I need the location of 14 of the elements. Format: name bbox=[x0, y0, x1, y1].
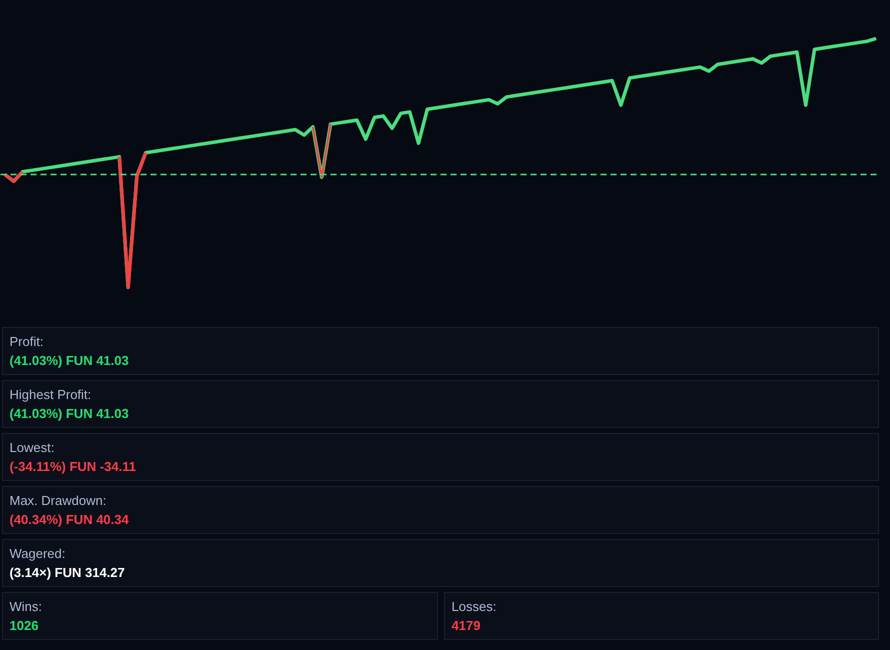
text: Wagered: bbox=[10, 546, 66, 561]
text: Wins: bbox=[10, 599, 42, 614]
text: Losses: bbox=[452, 599, 496, 614]
text: (-34.11%) FUN -34.11 bbox=[10, 459, 136, 474]
text: (41.03%) FUN 41.03 bbox=[10, 406, 129, 421]
text: 1026 bbox=[10, 618, 38, 633]
text: Lowest: bbox=[10, 440, 54, 455]
text: (3.14×) FUN 314.27 bbox=[10, 565, 125, 580]
text: (40.34%) FUN 40.34 bbox=[10, 512, 130, 527]
text: Highest Profit: bbox=[10, 387, 92, 402]
text: (41.03%) FUN 41.03 bbox=[10, 353, 129, 368]
text: Profit: bbox=[10, 334, 44, 349]
text: Max. Drawdown: bbox=[10, 493, 106, 508]
text: 4179 bbox=[452, 618, 480, 633]
